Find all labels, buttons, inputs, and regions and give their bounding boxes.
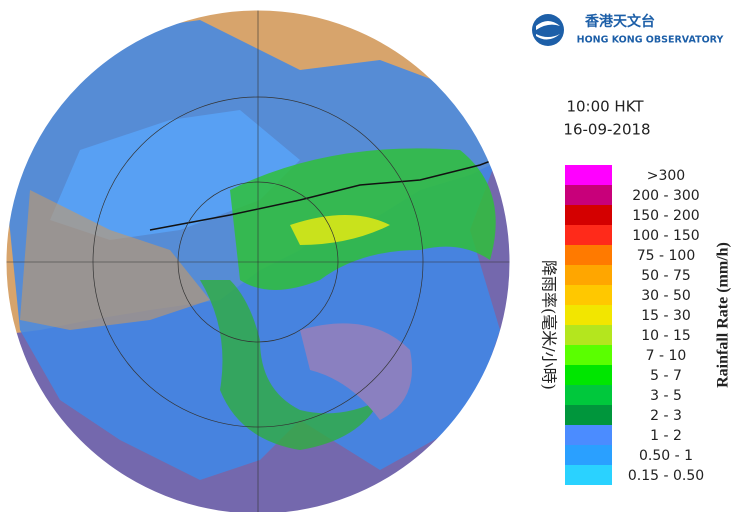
- logo-swirl: [536, 21, 560, 40]
- legend-label: 10 - 15: [641, 328, 691, 344]
- legend-swatch: [565, 445, 612, 465]
- logo-icon: [532, 14, 564, 46]
- legend-swatch: [565, 325, 612, 345]
- legend-swatch: [565, 205, 612, 225]
- legend-swatch: [565, 285, 612, 305]
- legend-label: 150 - 200: [632, 208, 699, 224]
- legend-title-english: Rainfall Rate (mm/h): [715, 242, 732, 388]
- legend-swatch: [565, 365, 612, 385]
- legend-swatch: [565, 345, 612, 365]
- legend-swatch: [565, 165, 612, 185]
- legend-label: 0.50 - 1: [639, 448, 693, 464]
- legend: >300 200 - 300 150 - 200 100 - 150 75 - 100 5…: [565, 165, 704, 485]
- legend-label: 30 - 50: [641, 288, 691, 304]
- legend-label: 3 - 5: [650, 388, 682, 404]
- rain-core: [290, 215, 390, 245]
- legend-title-chinese: 降雨率(毫米/小時): [540, 260, 559, 390]
- legend-swatch: [565, 245, 612, 265]
- radar-edge: [5, 9, 511, 512]
- date: 16-09-2018: [563, 121, 650, 139]
- coastline: [20, 190, 210, 330]
- rain-band: [200, 280, 380, 450]
- legend-label: 1 - 2: [650, 428, 682, 444]
- eye-region: [300, 323, 412, 420]
- legend-label: 50 - 75: [641, 268, 691, 284]
- legend-label: 7 - 10: [646, 348, 687, 364]
- legend-label: 5 - 7: [650, 368, 682, 384]
- legend-swatch: [565, 265, 612, 285]
- coastline: [149, 149, 510, 231]
- legend-swatch: [565, 305, 612, 325]
- legend-label: 2 - 3: [650, 408, 682, 424]
- legend-label: 15 - 30: [641, 308, 691, 324]
- legend-swatch: [565, 185, 612, 205]
- legend-label: 0.15 - 0.50: [628, 468, 704, 484]
- logo-english: HONG KONG OBSERVATORY: [577, 35, 724, 46]
- legend-label: 200 - 300: [632, 188, 699, 204]
- legend-swatch: [565, 405, 612, 425]
- time: 10:00 HKT: [566, 98, 644, 116]
- legend-label: >300: [647, 168, 685, 184]
- legend-label: 100 - 150: [632, 228, 699, 244]
- copyright: © Hong Kong Observatory: [355, 493, 501, 506]
- logo: 香港天文台 HONG KONG OBSERVATORY: [532, 13, 723, 46]
- radar-map: [6, 10, 510, 512]
- logo-chinese: 香港天文台: [584, 13, 655, 30]
- legend-swatch: [565, 465, 612, 485]
- legend-label: 75 - 100: [637, 248, 696, 264]
- legend-swatch: [565, 385, 612, 405]
- legend-swatch: [565, 225, 612, 245]
- legend-swatch: [565, 425, 612, 445]
